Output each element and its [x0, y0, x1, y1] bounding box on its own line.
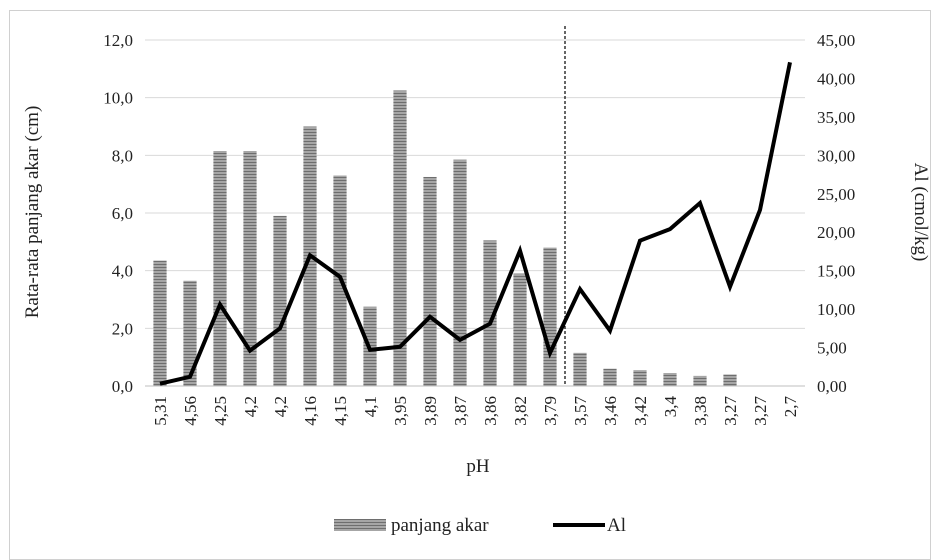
x-tick-label: 4,25	[211, 396, 230, 426]
bar	[213, 151, 227, 386]
y2-tick-label: 20,00	[817, 223, 855, 242]
x-tick-label: 3,89	[421, 396, 440, 426]
x-tick-label: 3,27	[721, 396, 740, 426]
y-tick-label: 6,0	[112, 204, 133, 223]
x-tick-label: 4,2	[271, 396, 290, 417]
y2-tick-label: 35,00	[817, 108, 855, 127]
al-line	[159, 61, 792, 386]
x-tick-label: 3,38	[691, 396, 710, 426]
bar	[153, 260, 167, 386]
x-tick-label: 3,86	[481, 396, 500, 426]
bar	[393, 90, 407, 386]
y-tick-label: 12,0	[103, 31, 133, 50]
y2-tick-label: 0,00	[817, 377, 847, 396]
x-tick-label: 2,7	[781, 396, 800, 418]
y-tick-label: 10,0	[103, 89, 133, 108]
bar	[243, 151, 257, 386]
x-tick-label: 4,2	[241, 396, 260, 417]
x-tick-label: 3,87	[451, 396, 470, 426]
x-tick-label: 4,56	[181, 396, 200, 426]
y-axis-label: Rata-rata panjang akar (cm)	[22, 106, 43, 319]
bar	[543, 247, 557, 386]
x-tick-label: 3,79	[541, 396, 560, 426]
y2-tick-label: 5,00	[817, 339, 847, 358]
x-tick-label: 4,15	[331, 396, 350, 426]
legend-swatch-bar	[334, 519, 386, 531]
bar	[453, 159, 467, 386]
y2-axis-label: Al (cmol/kg)	[910, 163, 931, 262]
x-tick-label: 4,16	[301, 396, 320, 426]
x-tick-label: 3,95	[391, 396, 410, 426]
bar	[273, 215, 287, 386]
legend-label-bar: panjang akar	[391, 515, 489, 536]
bar	[513, 273, 527, 386]
tick-labels: 0,0 2,0 4,0 6,0 8,0 10,0 12,0 0,00 5,00 10,00 15,0…	[103, 31, 855, 426]
y2-tick-label: 25,00	[817, 185, 855, 204]
y-tick-label: 4,0	[112, 262, 133, 281]
bar	[573, 352, 587, 386]
chart: 0,0 2,0 4,0 6,0 8,0 10,0 12,0 0,00 5,00 10,00 15,0…	[22, 26, 931, 536]
y-tick-label: 8,0	[112, 146, 133, 165]
bar	[183, 280, 197, 386]
x-tick-label: 5,31	[151, 396, 170, 426]
bar	[483, 240, 497, 386]
y-tick-label: 2,0	[112, 319, 133, 338]
bar-series	[153, 26, 737, 386]
y-tick-label: 0,0	[112, 377, 133, 396]
y2-tick-label: 30,00	[817, 146, 855, 165]
bar	[633, 370, 647, 386]
x-tick-label: 3,46	[601, 396, 620, 426]
bar	[693, 375, 707, 386]
y2-tick-label: 10,00	[817, 300, 855, 319]
x-tick-label: 3,27	[751, 396, 770, 426]
line-series	[159, 61, 792, 386]
y2-tick-label: 40,00	[817, 69, 855, 88]
legend: panjang akar Al	[334, 515, 626, 536]
x-tick-label: 4,1	[361, 396, 380, 417]
bar	[723, 374, 737, 386]
y2-tick-label: 15,00	[817, 262, 855, 281]
bar	[603, 368, 617, 386]
x-axis-label: pH	[466, 456, 490, 477]
y2-tick-label: 45,00	[817, 31, 855, 50]
legend-label-line: Al	[607, 515, 626, 536]
bar	[663, 373, 677, 386]
x-tick-label: 3,42	[631, 396, 650, 426]
x-tick-label: 3,82	[511, 396, 530, 426]
x-tick-label: 3,4	[661, 396, 680, 418]
bar	[423, 176, 437, 386]
x-tick-label: 3,57	[571, 396, 590, 426]
